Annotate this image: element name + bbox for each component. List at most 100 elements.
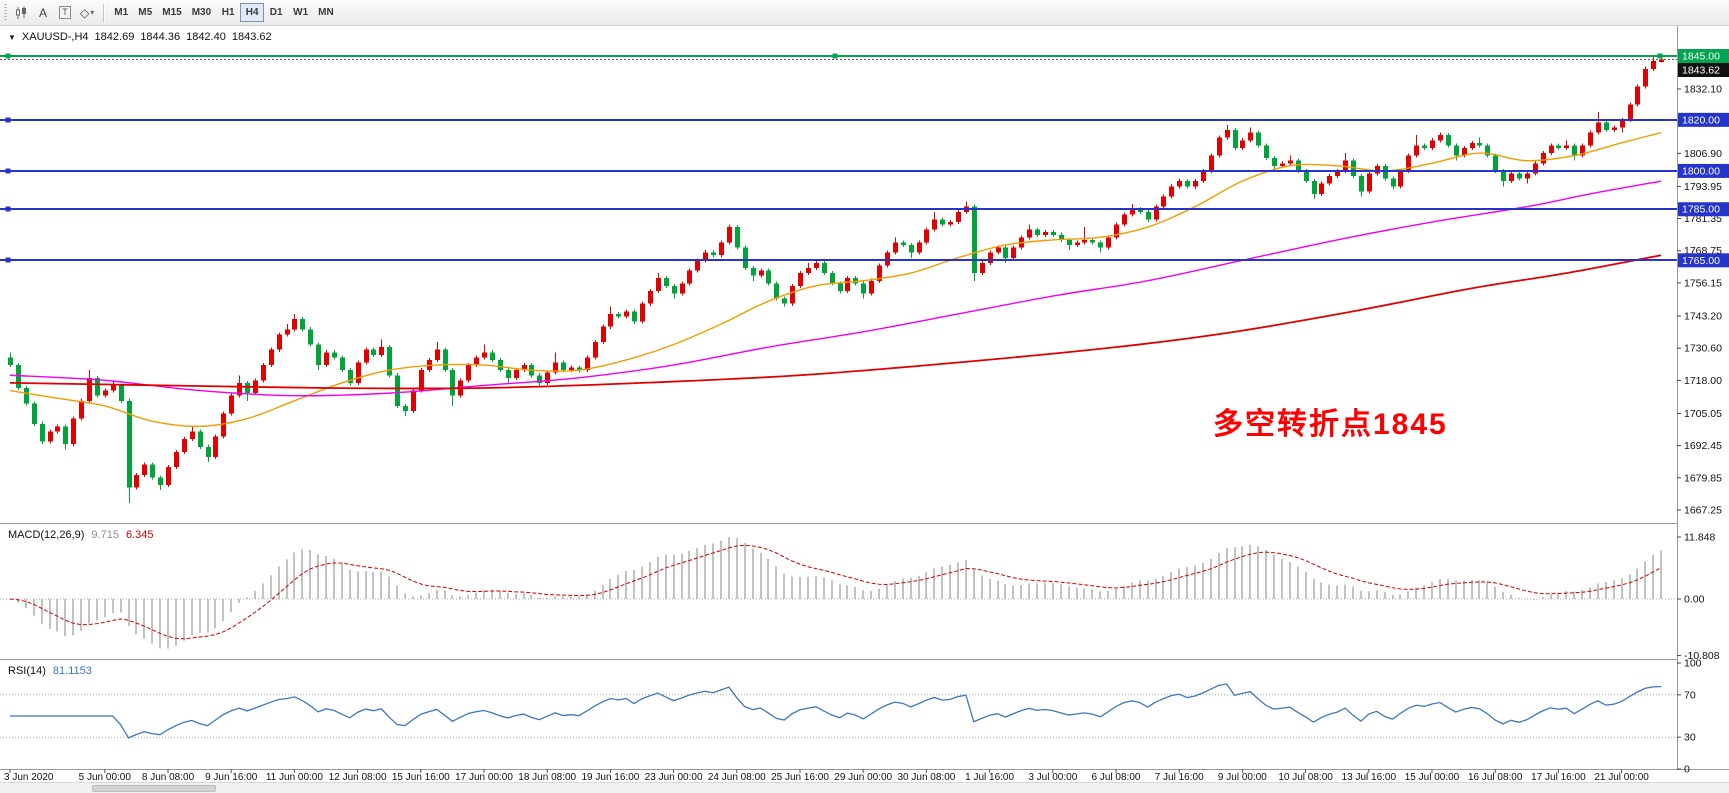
- macd-histogram-bar: [175, 599, 177, 646]
- macd-histogram-bar: [1147, 580, 1149, 599]
- time-axis-label: 16 Jul 08:00: [1468, 772, 1523, 783]
- macd-histogram-bar: [1210, 558, 1212, 599]
- candle-body: [569, 367, 574, 371]
- price-box: [1678, 253, 1729, 268]
- high-value: 1844.36: [140, 31, 181, 43]
- macd-histogram-bar: [222, 599, 224, 621]
- timeframe-h4-button[interactable]: H4: [240, 3, 265, 22]
- candle-body: [1533, 163, 1538, 174]
- macd-histogram-bar: [17, 599, 19, 603]
- candle-body: [1075, 242, 1080, 245]
- timeframe-h1-button[interactable]: H1: [216, 3, 240, 22]
- level-line-handle[interactable]: [5, 206, 11, 212]
- candle-body: [1011, 247, 1016, 258]
- candle-body: [1161, 196, 1166, 207]
- price-tick-label: 1832.10: [1684, 83, 1722, 95]
- text-label-tool-button[interactable]: A: [32, 3, 54, 23]
- horizontal-scrollbar[interactable]: [0, 782, 1729, 793]
- candle-body: [624, 311, 629, 317]
- rsi-title: RSI(14): [8, 665, 46, 677]
- rsi-tick-label: 100: [1684, 658, 1702, 670]
- macd-histogram-bar: [1629, 574, 1631, 599]
- time-axis-label: 3 Jul 00:00: [1028, 772, 1077, 783]
- candlestick-chart-button[interactable]: [10, 3, 32, 23]
- timeframe-w1-button[interactable]: W1: [288, 3, 313, 22]
- candle-body: [956, 211, 961, 223]
- candle-body: [166, 467, 171, 486]
- rsi-indicator-label: RSI(14) 81.1153: [8, 665, 92, 677]
- time-axis-label: 9 Jul 00:00: [1218, 772, 1267, 783]
- candle-body: [1375, 165, 1380, 174]
- time-axis-label: 7 Jul 16:00: [1155, 772, 1204, 783]
- macd-histogram-bar: [1226, 547, 1228, 599]
- candle-body: [435, 349, 440, 360]
- timeframe-m1-button[interactable]: M1: [109, 3, 133, 22]
- price-tick-label: 1730.60: [1684, 343, 1722, 355]
- candle-body: [1240, 140, 1245, 148]
- macd-histogram-bar: [167, 599, 169, 649]
- candle-body: [1359, 176, 1364, 192]
- candle-body: [1414, 145, 1419, 156]
- candle-body: [134, 474, 139, 488]
- candle-body: [1335, 170, 1340, 177]
- time-axis-label: 23 Jun 00:00: [645, 772, 703, 783]
- candle-body: [1043, 232, 1048, 235]
- macd-histogram-bar: [357, 571, 359, 599]
- timeframe-m15-button[interactable]: M15: [157, 3, 186, 22]
- candle-body: [838, 283, 843, 291]
- toolbar-grip[interactable]: [4, 3, 7, 22]
- candle-body: [1643, 68, 1648, 87]
- candle-body: [403, 405, 408, 412]
- price-tick-label: 1705.05: [1684, 408, 1722, 420]
- macd-histogram-bar: [459, 596, 461, 599]
- candle-body: [142, 464, 147, 475]
- candle-body: [814, 262, 819, 268]
- candle-body: [8, 357, 13, 366]
- macd-histogram-bar: [1360, 590, 1362, 599]
- candle-body: [988, 252, 993, 263]
- level-line-handle[interactable]: [5, 257, 11, 263]
- level-line-handle[interactable]: [5, 117, 11, 123]
- price-box-label: 1820.00: [1682, 114, 1720, 126]
- macd-histogram-bar: [870, 590, 872, 599]
- candle-body: [648, 290, 653, 304]
- annotation-text[interactable]: 多空转折点1845: [1213, 408, 1448, 441]
- timeframe-m30-button[interactable]: M30: [187, 3, 216, 22]
- level-line-handle[interactable]: [832, 53, 838, 59]
- timeframe-d1-button[interactable]: D1: [264, 3, 288, 22]
- macd-histogram-bar: [752, 548, 754, 599]
- level-line-handle[interactable]: [5, 53, 11, 59]
- timeframe-mn-button[interactable]: MN: [313, 3, 339, 22]
- macd-histogram-bar: [1518, 597, 1520, 599]
- price-box: [1678, 112, 1729, 127]
- candle-body: [1493, 155, 1498, 171]
- macd-histogram-bar: [1257, 546, 1259, 599]
- level-line-handle[interactable]: [1657, 53, 1663, 59]
- macd-histogram-bar: [1613, 580, 1615, 599]
- macd-histogram-bar: [1052, 583, 1054, 599]
- text-box-tool-button[interactable]: T: [54, 3, 76, 23]
- collapse-triangle-icon[interactable]: ▼: [8, 32, 16, 42]
- candle-body: [308, 329, 313, 345]
- candle-body: [1525, 173, 1530, 179]
- price-scale-background[interactable]: [1678, 26, 1729, 769]
- macd-histogram-bar: [1392, 594, 1394, 599]
- macd-histogram-bar: [989, 578, 991, 599]
- candle-body: [174, 451, 179, 468]
- time-axis-label: 29 Jun 00:00: [834, 772, 892, 783]
- timeframe-m5-button[interactable]: M5: [133, 3, 157, 22]
- candle-body: [1130, 209, 1135, 215]
- macd-histogram-bar: [570, 596, 572, 599]
- macd-histogram-bar: [293, 552, 295, 599]
- candle-body: [1438, 135, 1443, 141]
- macd-histogram-bar: [507, 593, 509, 599]
- macd-histogram-bar: [475, 592, 477, 599]
- candle-body: [261, 365, 266, 381]
- scrollbar-thumb[interactable]: [92, 785, 216, 792]
- level-line-handle[interactable]: [5, 168, 11, 174]
- candle-body: [32, 403, 37, 424]
- candle-body: [893, 242, 898, 253]
- shapes-tool-dropdown[interactable]: ◇ ▾: [76, 3, 98, 23]
- candle-body: [537, 375, 542, 383]
